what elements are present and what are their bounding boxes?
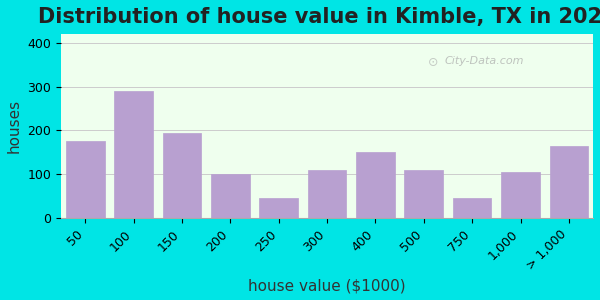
- Title: Distribution of house value in Kimble, TX in 2021: Distribution of house value in Kimble, T…: [38, 7, 600, 27]
- Bar: [501, 172, 540, 218]
- Bar: [453, 198, 491, 218]
- Bar: [259, 198, 298, 218]
- Text: ⊙: ⊙: [428, 56, 439, 69]
- Bar: [66, 141, 104, 218]
- Bar: [550, 146, 588, 218]
- Bar: [114, 91, 153, 218]
- Text: City-Data.com: City-Data.com: [444, 56, 524, 66]
- Bar: [308, 170, 346, 218]
- Y-axis label: houses: houses: [7, 99, 22, 153]
- X-axis label: house value ($1000): house value ($1000): [248, 278, 406, 293]
- Bar: [211, 174, 250, 218]
- Bar: [356, 152, 395, 218]
- Bar: [163, 133, 202, 218]
- Bar: [404, 170, 443, 218]
